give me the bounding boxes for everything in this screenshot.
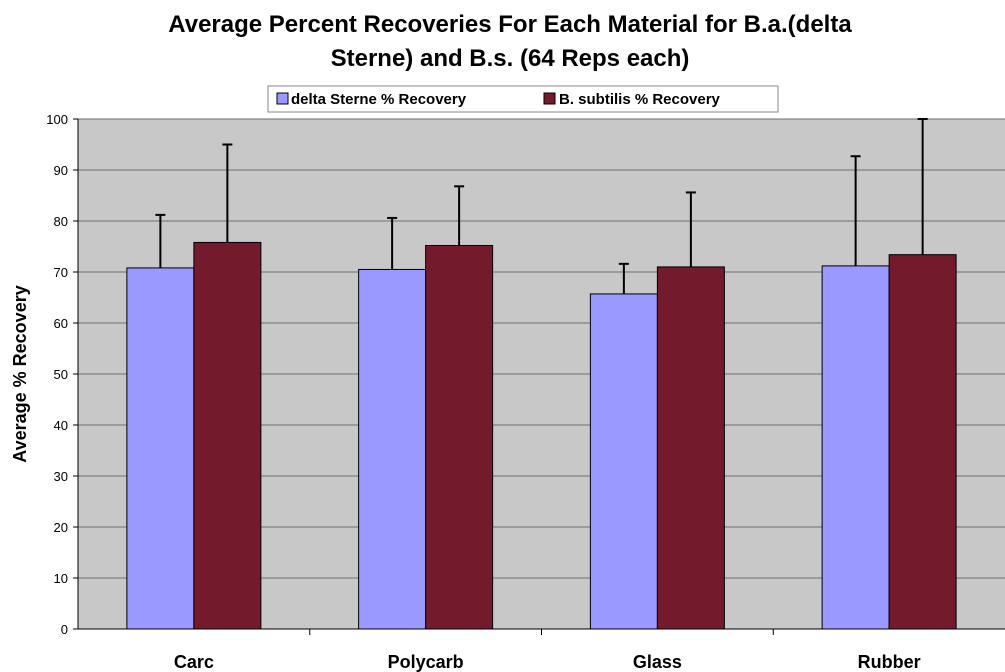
- x-category-label-glass: Glass: [633, 652, 682, 672]
- y-tick-label-20: 20: [54, 520, 68, 535]
- bar-delta-sterne-rubber: [821, 265, 890, 630]
- x-category-label-carc: Carc: [174, 652, 214, 672]
- legend-box: [267, 85, 779, 113]
- legend-swatch-delta-sterne: [276, 92, 289, 105]
- legend-label-delta-sterne: delta Sterne % Recovery: [291, 91, 467, 108]
- y-axis: 0 10 20 30 40 50 60 70 80 90 100: [46, 112, 79, 637]
- y-tick-label-70: 70: [54, 265, 68, 280]
- x-category-label-polycarb: Polycarb: [388, 652, 464, 672]
- legend: delta Sterne % Recovery B. subtilis % Re…: [267, 85, 779, 113]
- y-tick-label-60: 60: [54, 316, 68, 331]
- legend-swatch-b-subtilis: [543, 92, 556, 105]
- y-tick-label-100: 100: [46, 112, 68, 127]
- bars: [126, 241, 957, 630]
- chart-title-line-1: Average Percent Recoveries For Each Mate…: [168, 11, 852, 38]
- y-tick-label-0: 0: [61, 622, 68, 637]
- error-bars: [155, 118, 928, 294]
- x-axis: Carc Polycarb Glass Rubber: [78, 628, 1005, 672]
- y-tick-label-50: 50: [54, 367, 68, 382]
- x-category-label-rubber: Rubber: [858, 652, 921, 672]
- chart-title-line-2: Sterne) and B.s. (64 Reps each): [331, 45, 690, 72]
- bar-delta-sterne-glass: [589, 293, 658, 630]
- y-tick-label-80: 80: [54, 214, 68, 229]
- bar-b-subtilis-polycarb: [425, 244, 494, 630]
- bar-delta-sterne-polycarb: [358, 268, 427, 630]
- y-tick-label-90: 90: [54, 163, 68, 178]
- y-tick-label-30: 30: [54, 469, 68, 484]
- bar-b-subtilis-rubber: [888, 254, 957, 630]
- bar-delta-sterne-carc: [126, 267, 195, 630]
- bar-b-subtilis-carc: [193, 241, 262, 630]
- y-tick-label-40: 40: [54, 418, 68, 433]
- legend-label-b-subtilis: B. subtilis % Recovery: [559, 91, 721, 108]
- y-tick-label-10: 10: [54, 571, 68, 586]
- y-axis-label: Average % Recovery: [10, 285, 30, 462]
- bar-b-subtilis-glass: [656, 266, 725, 630]
